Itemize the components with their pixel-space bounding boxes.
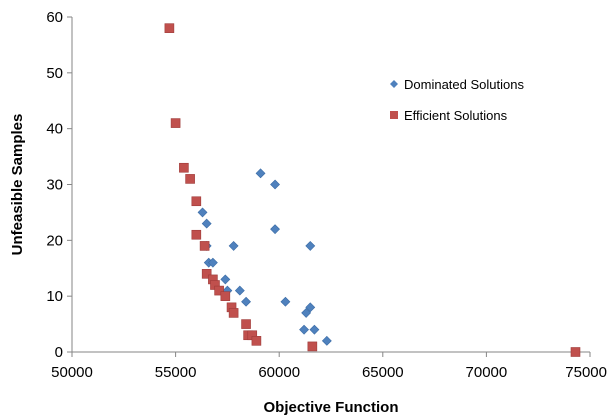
- y-axis-ticks: 0 10 20 30 40 50 60: [46, 9, 72, 361]
- x-axis-title: Objective Function: [263, 399, 398, 416]
- x-tick-label: 50000: [51, 364, 93, 381]
- dominated-point: [241, 296, 251, 307]
- efficient-point: [191, 196, 202, 207]
- dominated-point: [197, 207, 208, 218]
- dominated-point: [309, 324, 320, 335]
- y-tick-label: 10: [46, 288, 63, 305]
- x-tick-label: 60000: [258, 364, 300, 381]
- efficient-point: [214, 285, 224, 296]
- dominated-point: [299, 324, 309, 335]
- series-efficient: [164, 23, 581, 357]
- efficient-point: [199, 241, 210, 251]
- efficient-point: [220, 291, 231, 301]
- y-tick-label: 50: [46, 65, 63, 82]
- dominated-point: [270, 179, 280, 190]
- dominated-point: [280, 296, 291, 307]
- y-axis-title: Unfeasible Samples: [9, 114, 26, 256]
- x-tick-label: 65000: [362, 364, 404, 381]
- dominated-point: [207, 257, 218, 268]
- y-tick-label: 60: [46, 9, 63, 26]
- efficient-point: [307, 341, 318, 352]
- y-tick-label: 40: [46, 121, 63, 138]
- efficient-point: [185, 174, 195, 184]
- x-tick-label: 75000: [565, 364, 607, 381]
- dominated-point: [321, 335, 332, 346]
- dominated-point: [305, 302, 316, 313]
- series-dominated: [197, 168, 332, 346]
- legend-label-dominated: Dominated Solutions: [404, 77, 524, 92]
- efficient-point: [241, 319, 251, 329]
- dominated-point: [270, 224, 280, 235]
- efficient-point: [170, 118, 181, 128]
- dominated-point: [255, 168, 266, 179]
- dominated-point: [234, 285, 245, 296]
- legend-diamond-marker: [390, 80, 398, 88]
- efficient-point: [164, 23, 175, 33]
- dominated-point: [301, 307, 312, 318]
- x-tick-label: 55000: [155, 364, 197, 381]
- legend-square-marker: [390, 111, 398, 119]
- x-tick-label: 70000: [466, 364, 508, 381]
- dominated-point: [201, 218, 212, 229]
- y-tick-label: 0: [55, 344, 63, 361]
- chart-axes: [71, 17, 590, 353]
- efficient-point: [570, 347, 581, 357]
- efficient-point: [179, 162, 189, 173]
- chart-legend: Dominated Solutions Efficient Solutions: [390, 77, 524, 123]
- y-tick-label: 20: [46, 232, 63, 249]
- legend-label-efficient: Efficient Solutions: [404, 108, 508, 123]
- efficient-point: [251, 336, 262, 346]
- x-axis-ticks: 50000 55000 60000 65000 70000 75000: [51, 352, 607, 381]
- legend-item-efficient: Efficient Solutions: [390, 108, 508, 123]
- data-points: [164, 23, 581, 357]
- dominated-point: [220, 274, 231, 285]
- dominated-point: [228, 240, 239, 251]
- efficient-point: [228, 308, 239, 318]
- y-tick-label: 30: [46, 177, 63, 194]
- legend-item-dominated: Dominated Solutions: [390, 77, 524, 92]
- efficient-point: [191, 229, 202, 240]
- dominated-point: [305, 240, 316, 251]
- efficient-point: [201, 269, 212, 279]
